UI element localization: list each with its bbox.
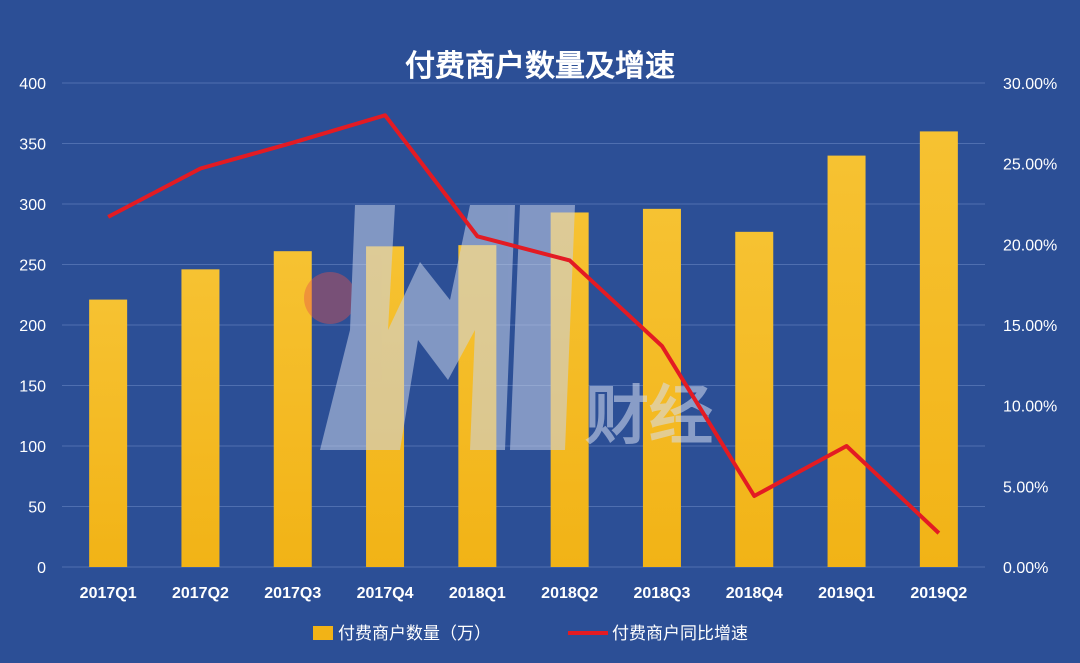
left-tick-label: 400 bbox=[19, 76, 46, 93]
left-tick-label: 250 bbox=[19, 258, 46, 275]
left-tick-label: 200 bbox=[19, 318, 46, 335]
chart-title: 付费商户数量及增速 bbox=[405, 49, 675, 84]
legend-line-label: 付费商户同比增速 bbox=[612, 624, 748, 644]
category-label: 2019Q2 bbox=[910, 585, 967, 602]
left-tick-label: 0 bbox=[37, 560, 46, 577]
right-tick-label: 5.00% bbox=[1003, 479, 1048, 496]
bar bbox=[919, 131, 958, 567]
category-label: 2019Q1 bbox=[818, 585, 875, 602]
right-tick-label: 10.00% bbox=[1003, 399, 1057, 416]
left-tick-label: 350 bbox=[19, 137, 46, 154]
category-label: 2017Q4 bbox=[357, 585, 414, 602]
left-axis-ticks: 0 50 100 150 200 250 300 350 400 bbox=[19, 76, 46, 577]
category-label: 2017Q1 bbox=[80, 585, 137, 602]
category-label: 2017Q3 bbox=[264, 585, 321, 602]
legend-bar-label: 付费商户数量（万） bbox=[338, 624, 491, 644]
watermark-glyph bbox=[320, 205, 515, 450]
right-tick-label: 30.00% bbox=[1003, 76, 1057, 93]
category-label: 2017Q2 bbox=[172, 585, 229, 602]
category-label: 2018Q4 bbox=[726, 585, 783, 602]
legend-bar-swatch bbox=[313, 626, 333, 640]
legend: 付费商户数量（万） 付费商户同比增速 bbox=[313, 624, 748, 644]
right-tick-label: 20.00% bbox=[1003, 237, 1057, 254]
watermark-dot bbox=[304, 272, 356, 324]
bar bbox=[273, 251, 312, 567]
left-tick-label: 100 bbox=[19, 439, 46, 456]
right-axis-ticks: 0.00% 5.00% 10.00% 15.00% 20.00% 25.00% 30.00% bbox=[1003, 76, 1057, 577]
category-label: 2018Q3 bbox=[633, 585, 690, 602]
left-tick-label: 300 bbox=[19, 197, 46, 214]
bar bbox=[827, 155, 866, 567]
left-tick-label: 50 bbox=[28, 500, 46, 517]
right-tick-label: 15.00% bbox=[1003, 318, 1057, 335]
line-series bbox=[107, 113, 941, 535]
bar bbox=[735, 231, 774, 567]
growth-line bbox=[107, 113, 941, 535]
bar bbox=[181, 269, 220, 567]
bar bbox=[89, 299, 128, 567]
bar bbox=[642, 208, 681, 567]
left-tick-label: 150 bbox=[19, 379, 46, 396]
category-label: 2018Q1 bbox=[449, 585, 506, 602]
category-labels: 2017Q1 2017Q2 2017Q3 2017Q4 2018Q1 2018Q2 2018… bbox=[80, 585, 968, 602]
right-tick-label: 25.00% bbox=[1003, 157, 1057, 174]
watermark-text: 财经 bbox=[585, 380, 713, 454]
right-tick-label: 0.00% bbox=[1003, 560, 1048, 577]
watermark-glyph-bar bbox=[510, 205, 575, 450]
category-label: 2018Q2 bbox=[541, 585, 598, 602]
